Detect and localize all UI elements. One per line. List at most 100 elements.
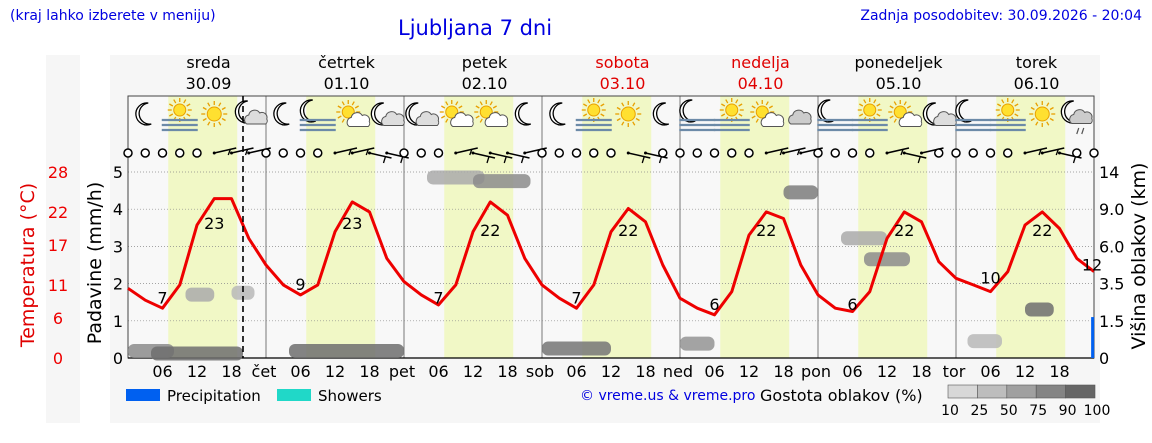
wind-barb-flag <box>348 149 352 156</box>
weather-icon-row <box>135 98 1093 135</box>
daytime-band <box>444 96 514 358</box>
wind-calm-marker <box>278 148 288 158</box>
wind-barb-flag <box>641 156 645 164</box>
wind-calm-marker <box>571 148 582 158</box>
sun-ray <box>859 113 864 117</box>
sun-ray <box>600 113 605 117</box>
sun-ray <box>600 103 605 107</box>
sun-ray <box>455 101 459 106</box>
wind-calm-marker <box>313 148 323 158</box>
moon-icon <box>652 102 670 126</box>
precipitation-tick: 1 <box>113 312 123 331</box>
sun-ray <box>445 101 449 106</box>
sun-ray <box>1046 121 1050 126</box>
rain-drop <box>1081 127 1085 135</box>
sun-ray <box>903 101 907 106</box>
sun-cloud-icon <box>336 100 371 127</box>
day-date-5: 05.10 <box>876 74 922 93</box>
sun-ray <box>169 113 174 117</box>
cloud-height-tick: 1.5 <box>1099 312 1124 331</box>
x-tick-label: 06 <box>290 362 310 381</box>
cloud-blob <box>783 185 818 200</box>
day-date-1: 01.10 <box>324 74 370 93</box>
cloud-density-level: 100 <box>1084 403 1111 419</box>
wind-barb <box>369 152 392 159</box>
x-tick-label: pon <box>801 362 831 381</box>
cloud-height-tick: 3.5 <box>1099 275 1124 294</box>
x-tick-label: čet <box>252 362 277 381</box>
temperature-tick: 11 <box>48 276 68 295</box>
temperature-label: 22 <box>756 221 776 240</box>
wind-barb <box>490 152 513 159</box>
temperature-label: 10 <box>980 269 1000 288</box>
wind-calm-marker <box>123 148 133 158</box>
x-tick-label: 18 <box>497 362 517 381</box>
temperature-label: 22 <box>1032 221 1052 240</box>
day-date-2: 02.10 <box>462 74 508 93</box>
x-tick-label: 12 <box>739 362 759 381</box>
temperature-tick: 17 <box>48 236 68 255</box>
day-name-3: sobota <box>595 53 649 72</box>
wind-barb <box>766 147 789 154</box>
moon-shape <box>549 102 566 126</box>
wind-calm-marker <box>675 148 685 158</box>
temperature-label: 22 <box>480 221 500 240</box>
cloud-blob <box>289 344 404 359</box>
cloud-height-tick: 9.0 <box>1099 200 1124 219</box>
x-tick-label: 18 <box>1049 362 1069 381</box>
temperature-label: 7 <box>571 289 581 308</box>
day-name-1: četrtek <box>318 53 376 72</box>
x-tick-label: 06 <box>704 362 724 381</box>
wind-barb-flag <box>365 149 369 156</box>
moon-icon <box>514 102 532 126</box>
sun-ray <box>876 113 881 117</box>
sun-ray <box>1035 102 1039 107</box>
sun-ray <box>765 101 769 106</box>
sun-ray <box>186 113 191 117</box>
moon-shape <box>514 102 532 126</box>
temperature-label: 7 <box>157 289 167 308</box>
sun-disc <box>1034 106 1050 122</box>
day-date-4: 04.10 <box>738 74 784 93</box>
sun-ray <box>751 115 756 119</box>
sun-ray <box>1014 113 1019 117</box>
cloud-shape <box>760 112 785 127</box>
wind-barb-flag <box>917 156 921 164</box>
moon-icon <box>135 102 152 126</box>
precipitation-tick: 0 <box>113 349 123 368</box>
moon-icon <box>273 102 290 126</box>
wind-calm-marker <box>865 148 875 158</box>
sun-ray <box>635 106 640 111</box>
sun-ray <box>351 101 355 106</box>
cloud-blob <box>185 287 215 302</box>
partly-cloudy-icon <box>234 100 268 125</box>
cloud-height-tick: 6.0 <box>1099 237 1124 256</box>
temperature-label: 9 <box>295 275 305 294</box>
wind-calm-marker <box>399 148 409 158</box>
moon-shape <box>273 102 290 126</box>
wind-barb <box>1042 147 1065 154</box>
sun-disc <box>445 105 459 119</box>
sun-ray <box>489 101 493 106</box>
cloud-blob <box>542 341 611 356</box>
x-tick-label: 12 <box>601 362 621 381</box>
wind-calm-marker <box>537 148 547 158</box>
sun-ray <box>479 118 483 123</box>
credit-link[interactable]: © vreme.us & vreme.pro <box>580 388 756 404</box>
sun-ray <box>479 101 483 106</box>
sun-disc <box>587 103 601 117</box>
wind-barb-flag <box>1072 156 1077 164</box>
wind-barb <box>507 152 530 159</box>
wind-calm-marker <box>968 148 978 158</box>
sun-ray <box>221 117 226 122</box>
day-date-0: 30.09 <box>186 74 232 93</box>
wind-calm-marker <box>830 148 840 158</box>
x-tick-label: 18 <box>221 362 241 381</box>
precipitation-tick: 4 <box>113 200 123 219</box>
sun-disc <box>620 106 636 122</box>
wind-calm-marker <box>554 148 564 158</box>
x-tick-label: sob <box>526 362 554 381</box>
cloud-shape <box>346 112 371 127</box>
wind-barb <box>886 147 910 154</box>
